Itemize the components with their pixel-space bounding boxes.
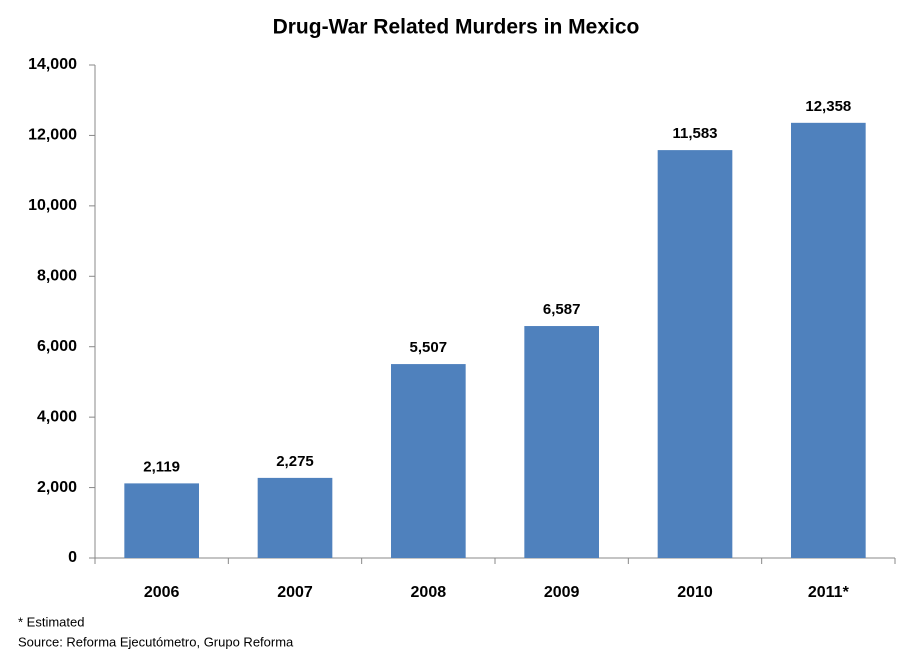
value-label: 12,358 xyxy=(805,98,851,115)
bar xyxy=(657,150,733,559)
bar xyxy=(524,326,599,558)
y-tick-label: 10,000 xyxy=(28,197,77,214)
value-label: 6,587 xyxy=(543,301,581,318)
value-label: 2,275 xyxy=(276,453,314,470)
value-label: 2,119 xyxy=(143,458,180,475)
y-tick-label: 2,000 xyxy=(37,479,77,496)
x-tick-label: 2010 xyxy=(677,584,713,601)
bar xyxy=(124,483,199,558)
x-tick-label: 2006 xyxy=(144,584,180,601)
x-tick-label: 2011* xyxy=(808,584,850,601)
bar xyxy=(791,122,866,559)
y-tick-label: 4,000 xyxy=(37,408,77,425)
x-tick-label: 2009 xyxy=(544,584,580,601)
y-tick-label: 12,000 xyxy=(28,127,77,144)
bar xyxy=(391,364,466,558)
y-tick-label: 8,000 xyxy=(37,268,77,285)
chart-title: Drug-War Related Murders in Mexico xyxy=(273,16,640,39)
bar xyxy=(257,477,333,558)
y-tick-label: 14,000 xyxy=(28,56,77,73)
value-label: 11,583 xyxy=(672,125,717,142)
value-label: 5,507 xyxy=(410,339,448,356)
x-tick-label: 2007 xyxy=(277,584,313,601)
y-tick-label: 0 xyxy=(68,549,77,566)
x-tick-label: 2008 xyxy=(411,584,447,601)
source-note: Source: Reforma Ejecutómetro, Grupo Refo… xyxy=(18,634,294,649)
y-tick-label: 6,000 xyxy=(37,338,77,355)
note: * Estimated xyxy=(18,614,84,629)
